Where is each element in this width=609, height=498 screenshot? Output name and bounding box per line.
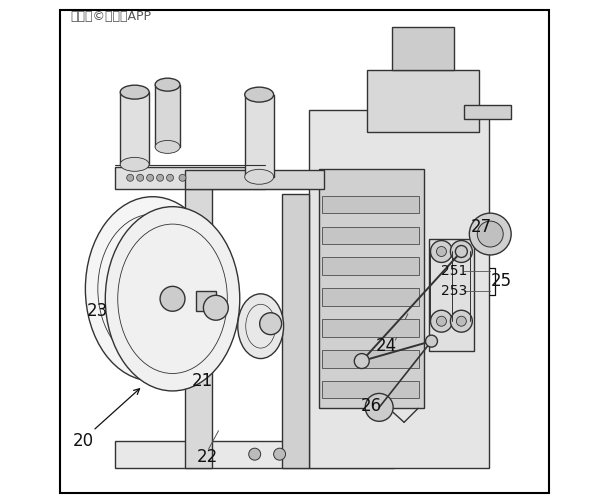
Circle shape [426,335,437,347]
Ellipse shape [245,169,273,184]
Text: 24: 24 [376,337,397,355]
Circle shape [127,174,134,181]
Ellipse shape [155,78,180,91]
Text: 20: 20 [72,432,93,450]
Circle shape [456,247,466,256]
Bar [197,291,216,311]
Bar [282,194,309,468]
Ellipse shape [85,197,220,381]
Circle shape [451,241,473,262]
Circle shape [456,316,466,326]
Bar [245,95,273,177]
Circle shape [431,241,452,262]
Circle shape [157,174,164,181]
Ellipse shape [105,207,240,391]
Bar [155,85,180,147]
Bar [322,257,419,275]
Circle shape [147,174,153,181]
Bar [322,381,419,398]
Circle shape [456,246,467,257]
Circle shape [160,286,185,311]
Bar [309,110,489,468]
Bar [115,441,394,468]
Circle shape [166,174,174,181]
Text: 23: 23 [87,302,108,320]
Bar [320,169,424,408]
Text: 26: 26 [361,397,382,415]
Bar [322,196,419,213]
Bar [120,92,149,164]
Circle shape [354,354,369,369]
Bar [464,105,511,119]
Bar [115,167,265,189]
Ellipse shape [238,294,284,359]
Circle shape [437,316,446,326]
Circle shape [259,313,281,335]
Bar [322,350,419,368]
Text: 21: 21 [192,372,213,390]
Ellipse shape [155,140,180,153]
Circle shape [470,213,511,255]
Circle shape [179,174,186,181]
Circle shape [248,448,261,460]
Ellipse shape [120,157,149,171]
Circle shape [273,448,286,460]
Bar [429,239,474,351]
Bar [185,179,213,468]
Text: 25: 25 [491,272,512,290]
Bar [322,288,419,306]
Circle shape [437,247,446,256]
Circle shape [451,310,473,332]
Circle shape [136,174,144,181]
Text: 253: 253 [441,284,467,298]
Bar [392,27,454,70]
Ellipse shape [245,87,273,102]
Ellipse shape [120,85,149,99]
Bar [185,170,325,189]
Bar [367,70,479,132]
Circle shape [477,221,503,247]
Circle shape [365,393,393,421]
Bar [322,227,419,244]
Circle shape [203,295,228,320]
Text: 27: 27 [471,218,492,236]
Text: 251: 251 [441,264,467,278]
Bar [322,319,419,337]
Circle shape [431,310,452,332]
Text: 22: 22 [197,448,218,466]
Text: 搜狐号©爱集微APP: 搜狐号©爱集微APP [71,10,152,23]
